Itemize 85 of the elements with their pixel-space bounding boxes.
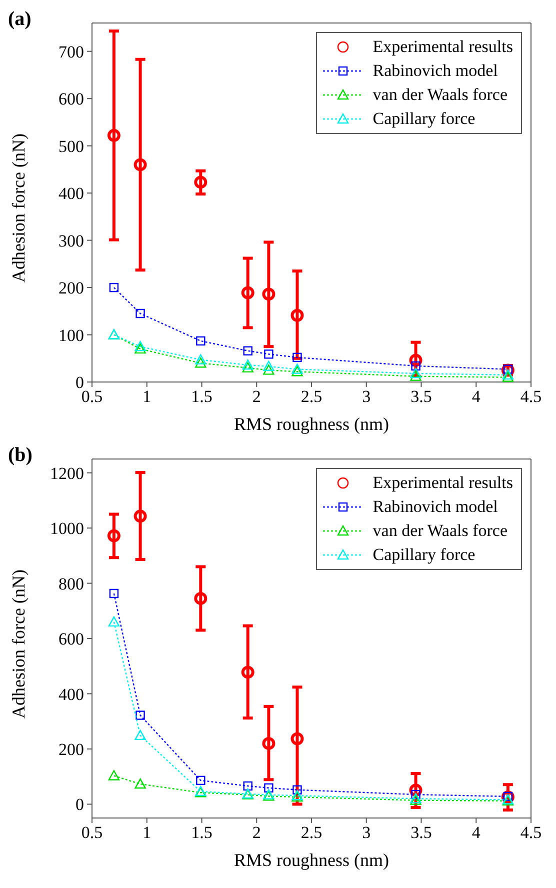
point — [262, 736, 276, 750]
y-tick-label: 100 — [58, 326, 84, 345]
point — [136, 308, 145, 318]
point — [107, 529, 120, 542]
legend-label: Experimental results — [372, 37, 513, 57]
x-tick-label: 4 — [472, 823, 481, 842]
y-tick-label: 1200 — [50, 464, 84, 483]
y-axis-title: Adhesion force (nN) — [8, 134, 28, 282]
legend-label: Capillary force — [372, 545, 476, 565]
legend-label: Experimental results — [372, 473, 513, 493]
point — [264, 350, 274, 359]
point — [108, 616, 120, 627]
y-axis-title: Adhesion force (nN) — [8, 570, 28, 718]
legend-label: Rabinovich model — [372, 497, 498, 517]
point — [263, 360, 274, 372]
point — [195, 358, 206, 368]
x-axis-title: RMS roughness (nm) — [234, 414, 390, 434]
point — [196, 336, 206, 346]
point — [134, 343, 146, 354]
x-tick-label: 2 — [252, 823, 261, 842]
x-tick-label: 4.5 — [520, 387, 542, 406]
point — [195, 354, 206, 364]
y-tick-label: 400 — [58, 684, 84, 704]
point — [290, 308, 304, 322]
point — [194, 592, 208, 605]
point — [134, 510, 147, 523]
point — [290, 732, 304, 746]
point — [109, 282, 119, 292]
x-tick-label: 3 — [362, 387, 371, 406]
y-tick-label: 1000 — [50, 519, 84, 538]
y-tick-label: 300 — [58, 231, 84, 250]
point — [196, 776, 206, 786]
legend-label: van der Waals force — [372, 521, 508, 541]
point — [241, 666, 254, 679]
point — [411, 361, 420, 371]
y-tick-label: 800 — [58, 574, 84, 594]
y-tick-label: 0 — [76, 795, 84, 814]
x-tick-label: 4.5 — [520, 823, 542, 842]
point — [292, 785, 302, 794]
chart-title: (a) — [8, 8, 32, 31]
x-tick-label: 4 — [472, 387, 481, 406]
y-tick-label: 400 — [58, 184, 84, 204]
x-tick-label: 2.5 — [300, 823, 322, 842]
point — [292, 364, 303, 374]
y-tick-label: 700 — [58, 42, 84, 62]
x-tick-label: 1.5 — [191, 823, 212, 842]
chart-title: (b) — [8, 444, 32, 467]
point — [108, 770, 120, 780]
y-tick-label: 600 — [58, 630, 84, 649]
x-tick-label: 0.5 — [81, 387, 103, 406]
point — [134, 730, 146, 740]
x-tick-label: 3.5 — [410, 387, 432, 406]
x-tick-label: 1 — [142, 823, 152, 842]
y-tick-label: 200 — [58, 740, 84, 759]
y-tick-label: 200 — [58, 278, 84, 298]
y-tick-label: 500 — [58, 136, 84, 156]
point — [292, 366, 303, 376]
point — [263, 364, 274, 375]
x-tick-label: 1.5 — [191, 387, 212, 406]
point — [107, 128, 120, 142]
point — [242, 359, 254, 370]
x-tick-label: 1 — [142, 387, 152, 406]
point — [136, 710, 145, 720]
legend-label: Rabinovich model — [372, 61, 498, 81]
y-tick-label: 0 — [76, 373, 84, 392]
point — [109, 588, 119, 598]
point — [194, 176, 208, 189]
legend-label: Capillary force — [372, 109, 476, 129]
point — [134, 340, 146, 352]
point — [242, 362, 254, 372]
x-tick-label: 2 — [252, 387, 261, 406]
legend-label: van der Waals force — [372, 85, 508, 105]
x-axis-title: RMS roughness (nm) — [234, 850, 390, 870]
point — [262, 288, 276, 301]
x-tick-label: 3.5 — [410, 823, 432, 842]
point — [134, 778, 146, 789]
x-tick-label: 3 — [362, 823, 371, 842]
y-tick-label: 600 — [58, 90, 84, 109]
x-tick-label: 2.5 — [300, 387, 322, 406]
point — [243, 781, 252, 791]
point — [241, 286, 254, 300]
point — [264, 783, 274, 792]
x-tick-label: 0.5 — [81, 823, 103, 842]
point — [243, 346, 252, 356]
point — [134, 158, 147, 172]
